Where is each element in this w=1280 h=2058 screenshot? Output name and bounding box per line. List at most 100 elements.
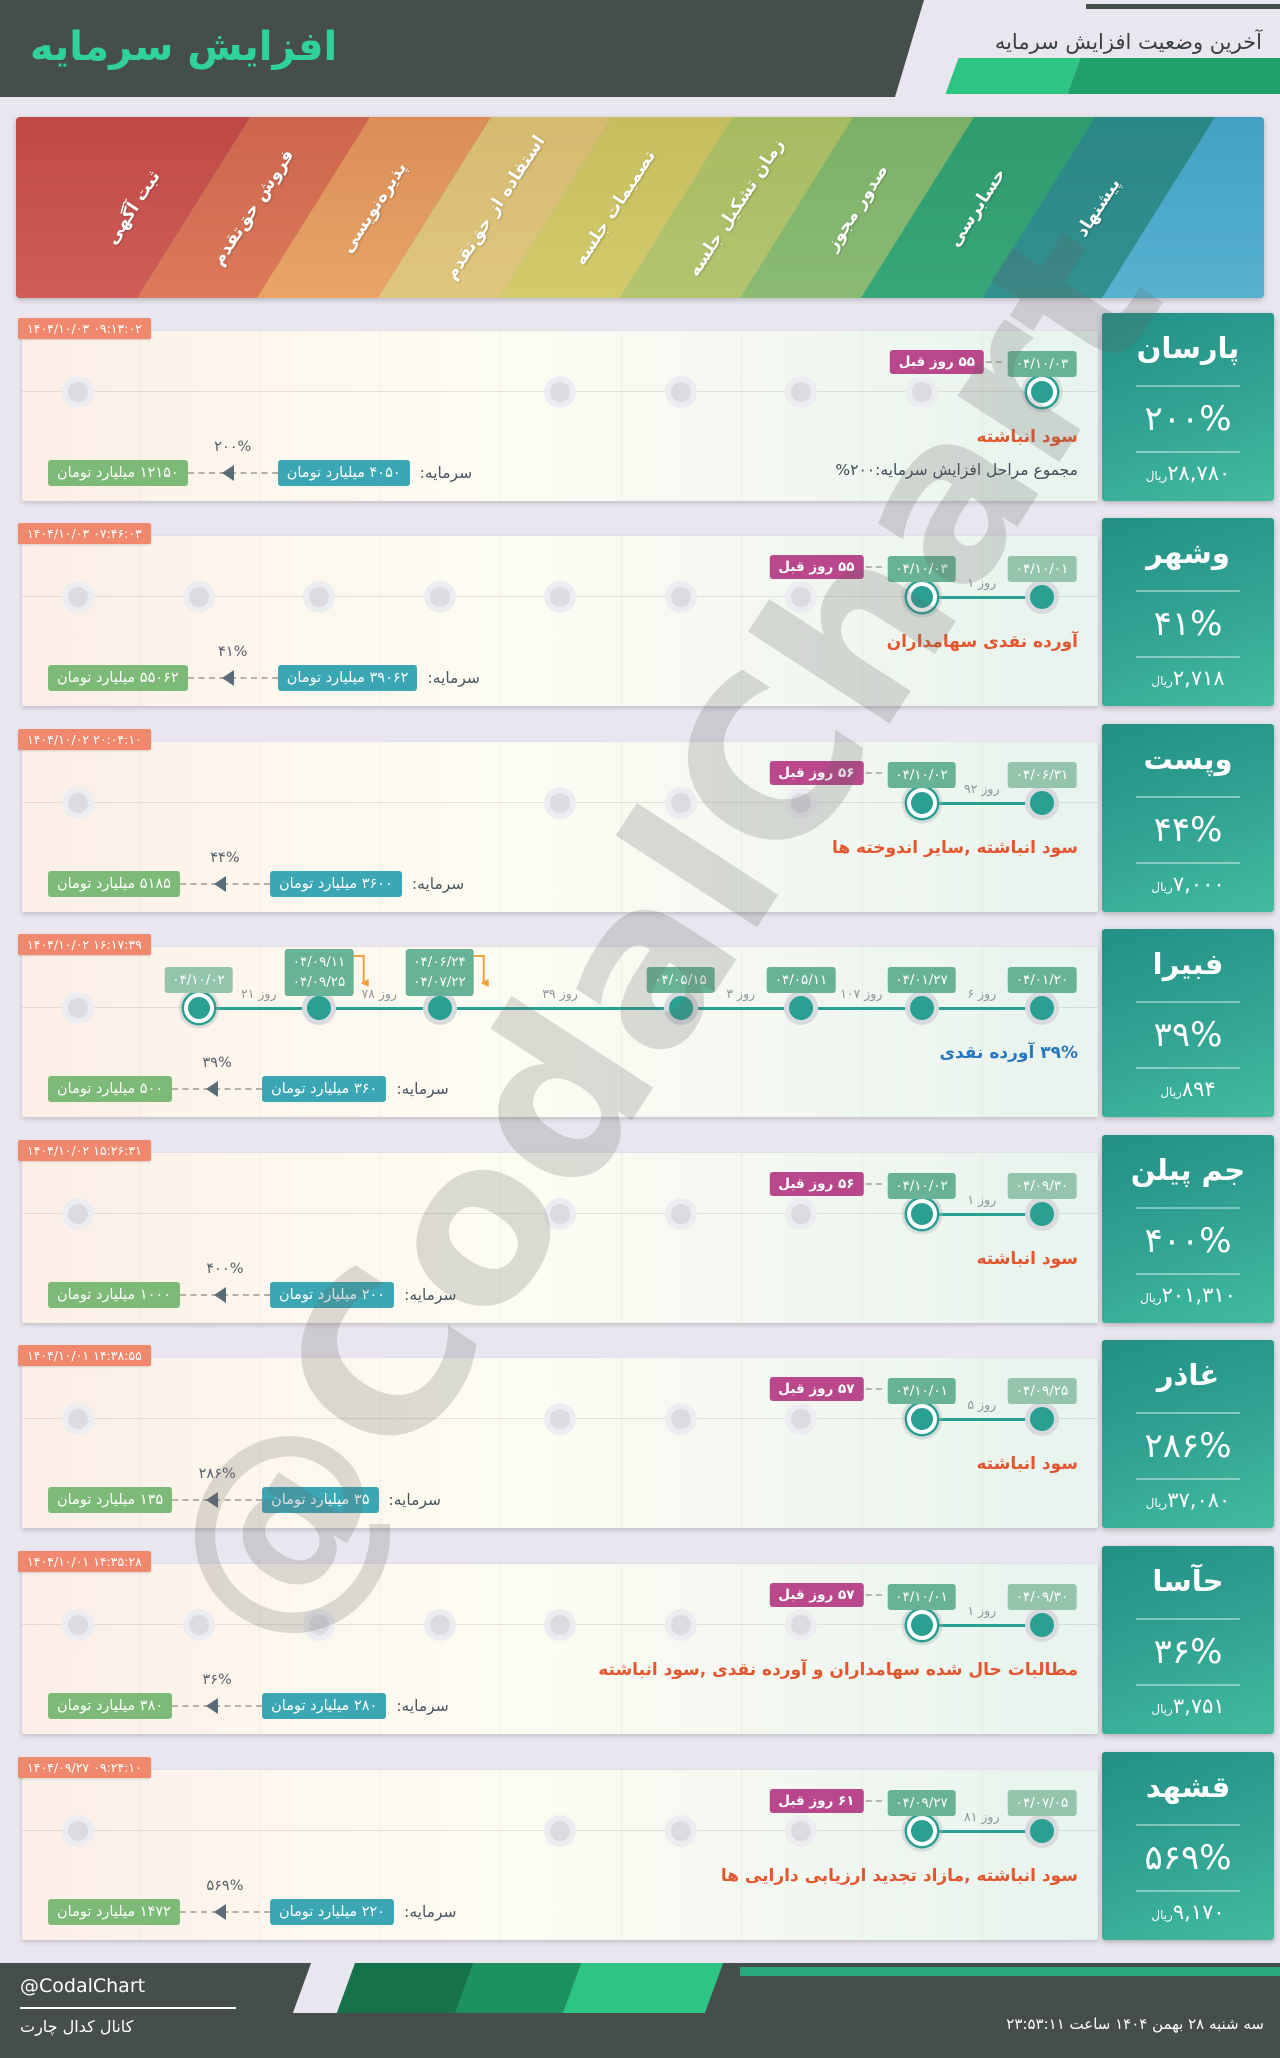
card-divider [1136, 385, 1240, 387]
grid-line [259, 1153, 260, 1323]
stage-dot-pending [544, 1815, 576, 1847]
grid-line [500, 1770, 501, 1940]
stage-dot-pending [62, 581, 94, 613]
stage-dot-passed [663, 991, 698, 1025]
card-divider [1136, 1684, 1240, 1686]
arrow-left-icon [213, 1904, 226, 1920]
funding-source-text: سود انباشته ,سایر اندوخته ها [831, 838, 1078, 858]
progress-line [198, 1006, 1042, 1010]
stage-date-badge: ۰۴/۰۹/۲۵ [1007, 1378, 1077, 1405]
stage-dot-pending [62, 992, 94, 1024]
stage-dot-pending [664, 376, 697, 408]
segment-days-label: ۲۱ روز [240, 986, 277, 1001]
capital-new-badge: ۵۰۰ میلیارد تومان [48, 1076, 173, 1102]
share-price-unit: ریال [1145, 1496, 1168, 1510]
card-divider [1136, 1478, 1240, 1480]
capital-new-badge: ۵۵۰۶۲ میلیارد تومان [48, 665, 188, 691]
share-price: ۳۷,۰۸۰ریال [1102, 1488, 1274, 1512]
capital-percent-label: ۳۹% [202, 1055, 232, 1071]
chip-connector [865, 566, 882, 568]
capital-new-badge: ۱۲۱۵۰ میلیارد تومان [48, 460, 188, 486]
days-ago-chip: ۵۷ روز قبل [769, 1583, 864, 1607]
grid-line [982, 1358, 983, 1528]
segment-days-label: ۶ روز [967, 986, 997, 1001]
capital-arrow-track: ۴۰۰% [179, 1261, 270, 1310]
stage-date-badge: ۰۴/۱۰/۰۳ [887, 556, 956, 583]
stage-dot-current [906, 1816, 937, 1846]
increase-percent: ۵۶۹% [1144, 1838, 1232, 1878]
stage-dot-pending [905, 376, 938, 408]
footer-underline [20, 2007, 236, 2009]
grid-line [138, 1153, 140, 1323]
share-price-value: ۲,۷۱۸ [1172, 666, 1225, 690]
arrow-left-icon [206, 1698, 219, 1714]
stage-dot-current [906, 1404, 937, 1434]
stage-date-line: ۰۴/۰۵/۱۵ [654, 972, 707, 988]
share-price-unit: ریال [1151, 674, 1173, 688]
funding-source-text: سود انباشته [976, 1249, 1078, 1269]
capital-current-badge: ۳۹۰۶۲ میلیارد تومان [277, 665, 418, 691]
timestamp-badge: ۱۴۰۴/۱۰/۰۳ ۰۷:۴۶:۰۳ [18, 523, 151, 544]
stage-date-badge: ۰۴/۱۰/۰۱ [887, 1378, 956, 1405]
progress-line [921, 801, 1042, 805]
segment-days-label: ۳ روز [726, 986, 756, 1001]
grid-line [259, 947, 260, 1117]
card-divider [1136, 656, 1240, 658]
funding-source-text: سود انباشته ,مازاد تجدید ارزیابی دارایی … [720, 1866, 1078, 1886]
company-card: وشهر ۴۱% ۲,۷۱۸ریال [1102, 518, 1274, 706]
grid-line [379, 1564, 381, 1734]
grid-line [620, 1153, 622, 1323]
capital-new-badge: ۱۳۵ میلیارد تومان [48, 1487, 173, 1513]
capital-line: ۱۰۰۰ میلیارد تومان ۴۰۰% ۲۰۰ میلیارد تومان س… [48, 1261, 457, 1310]
total-stages-text: مجموع مراحل افزایش سرمایه:۲۰۰% [835, 461, 1078, 479]
grid-line [861, 331, 863, 501]
funding-source-text: سود انباشته [976, 427, 1078, 447]
segment-days-label: ۵ روز [967, 1397, 997, 1412]
company-symbol: حآسا [1152, 1564, 1224, 1598]
days-ago-chip-wrap: ۵۶ روز قبل [769, 761, 882, 785]
timestamp-badge: ۱۴۰۴/۱۰/۰۳ ۰۹:۱۳:۰۲ [18, 318, 151, 339]
stage-dot-pending [664, 1609, 697, 1641]
page-title: افزایش سرمایه [30, 24, 338, 70]
grid-line [620, 536, 622, 706]
share-price-value: ۲۸,۷۸۰ [1167, 461, 1231, 485]
grid-line [259, 1564, 260, 1734]
days-ago-chip: ۵۷ روز قبل [769, 1377, 864, 1401]
grid-line [861, 1770, 863, 1940]
days-ago-chip-wrap: ۵۷ روز قبل [769, 1583, 882, 1607]
stage-date-line: ۰۴/۱۰/۰۳ [895, 561, 948, 577]
segment-days-label: ۱ روز [967, 1603, 997, 1618]
channel-name: کانال کدال چارت [20, 2017, 134, 2036]
capital-line: ۱۳۵ میلیارد تومان ۲۸۶% ۳۵ میلیارد تومان سرم… [48, 1466, 441, 1515]
stage-dot-passed [1025, 1814, 1059, 1848]
header-subtitle: آخرین وضعیت افزایش سرمایه [994, 30, 1262, 54]
card-divider [1136, 1890, 1240, 1892]
stage-dot-passed [1025, 1608, 1059, 1642]
grid-line [379, 331, 381, 501]
stage-date-line: ۰۴/۰۷/۰۵ [1015, 1795, 1069, 1811]
footer-green-strip [740, 1967, 1280, 1976]
arrow-left-icon [213, 1287, 226, 1303]
stage-dot-passed [1025, 1197, 1059, 1231]
capital-new-badge: ۱۴۷۲ میلیارد تومان [48, 1899, 180, 1925]
stage-dot-pending [62, 1815, 94, 1847]
chip-connector [865, 1800, 882, 1802]
stage-date-badge: ۰۴/۰۵/۱۵ [646, 967, 715, 994]
capital-line: ۵۵۰۶۲ میلیارد تومان ۴۱% ۳۹۰۶۲ میلیارد توما… [48, 644, 480, 693]
share-price: ۲۸,۷۸۰ریال [1102, 461, 1274, 485]
share-price-unit: ریال [1151, 1908, 1173, 1922]
date-range-bracket-icon [353, 955, 369, 987]
grid-line [138, 947, 140, 1117]
increase-percent: ۲۰۰% [1144, 399, 1232, 439]
stage-dot-pending [664, 581, 697, 613]
stage-date-line: ۰۴/۰۹/۲۷ [895, 1795, 948, 1811]
capital-line: ۱۲۱۵۰ میلیارد تومان ۲۰۰% ۴۰۵۰ میلیارد توما… [48, 439, 472, 488]
grid-line [861, 947, 863, 1117]
grid-line [741, 1358, 742, 1528]
stage-date-line: ۰۴/۰۹/۲۵ [292, 974, 346, 991]
capital-percent-label: ۲۸۶% [198, 1466, 236, 1482]
grid-line [138, 742, 140, 912]
capital-arrow-track: ۴۱% [187, 644, 278, 693]
stage-dot-current [906, 1610, 937, 1640]
company-symbol: پارسان [1136, 331, 1240, 365]
